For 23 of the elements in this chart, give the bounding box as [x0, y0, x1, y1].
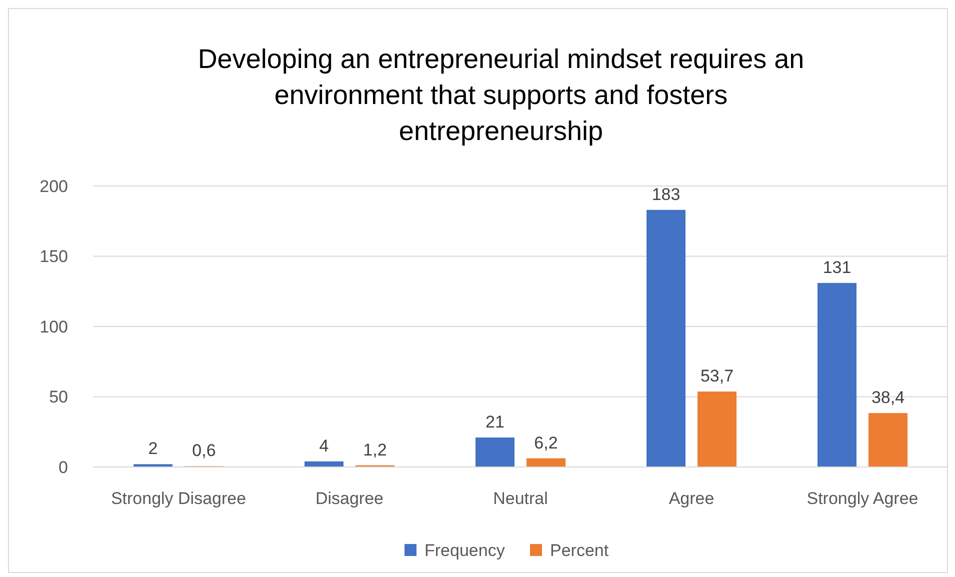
data-label: 38,4: [871, 388, 905, 408]
data-label: 6,2: [534, 433, 558, 452]
data-label: 1,2: [363, 440, 387, 460]
x-tick-label: Agree: [668, 489, 714, 508]
data-label: 4: [319, 436, 329, 456]
data-label: 53,7: [700, 366, 734, 386]
x-tick-label: Strongly Agree: [806, 489, 918, 508]
y-tick-label: 100: [40, 317, 68, 336]
y-tick-label: 150: [40, 247, 68, 266]
legend-label: Percent: [550, 541, 609, 560]
data-label: 131: [822, 258, 852, 277]
data-label: 2: [148, 439, 158, 458]
data-label: 21: [486, 412, 504, 432]
y-tick-label: 0: [58, 458, 68, 477]
y-tick-label: 50: [49, 388, 68, 407]
chart-title: Developing an entrepreneurial mindset requires an environment that supports and fosters entrepreneurship: [198, 44, 804, 146]
data-label: 0,6: [192, 441, 216, 460]
data-label: 183: [652, 184, 680, 204]
x-tick-label: Disagree: [315, 489, 384, 508]
x-tick-label: Strongly Disagree: [110, 489, 246, 508]
x-tick-label: Neutral: [493, 489, 548, 508]
y-tick-label: 200: [40, 176, 68, 196]
legend-label: Frequency: [424, 541, 506, 560]
